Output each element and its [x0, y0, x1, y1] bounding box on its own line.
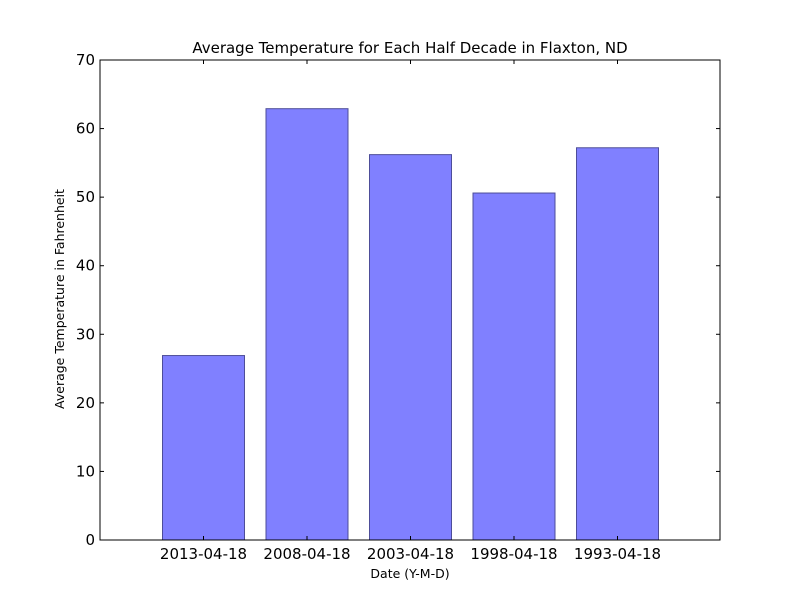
x-tick-label: 1993-04-18: [574, 545, 661, 563]
y-tick-label: 30: [76, 325, 95, 343]
x-tick-label: 2008-04-18: [263, 545, 350, 563]
bars-group: [162, 108, 659, 541]
y-tick-label: 20: [76, 394, 95, 412]
chart-title: Average Temperature for Each Half Decade…: [192, 39, 627, 57]
x-tick-label: 1998-04-18: [470, 545, 557, 563]
ticks-group: 2013-04-18 2008-04-18 2003-04-18 1998-04-18…: [76, 51, 720, 563]
y-tick-label: 50: [76, 188, 95, 206]
bar-1993-04-18: [576, 147, 659, 541]
y-tick-label: 10: [76, 462, 95, 480]
x-tick-label: 2013-04-18: [160, 545, 247, 563]
bar-2013-04-18: [162, 355, 245, 541]
y-tick-label: 0: [85, 531, 95, 549]
y-tick-label: 60: [76, 120, 95, 138]
y-tick-label: 40: [76, 257, 95, 275]
bar-2008-04-18: [265, 108, 349, 541]
y-axis-label: Average Temperature in Fahrenheit: [52, 189, 67, 409]
x-axis-label: Date (Y-M-D): [370, 566, 449, 581]
x-tick-label: 2003-04-18: [367, 545, 454, 563]
plot-frame: [99, 59, 721, 541]
bar-2003-04-18: [369, 154, 452, 541]
bar-1998-04-18: [472, 192, 556, 541]
y-tick-label: 70: [76, 51, 95, 69]
